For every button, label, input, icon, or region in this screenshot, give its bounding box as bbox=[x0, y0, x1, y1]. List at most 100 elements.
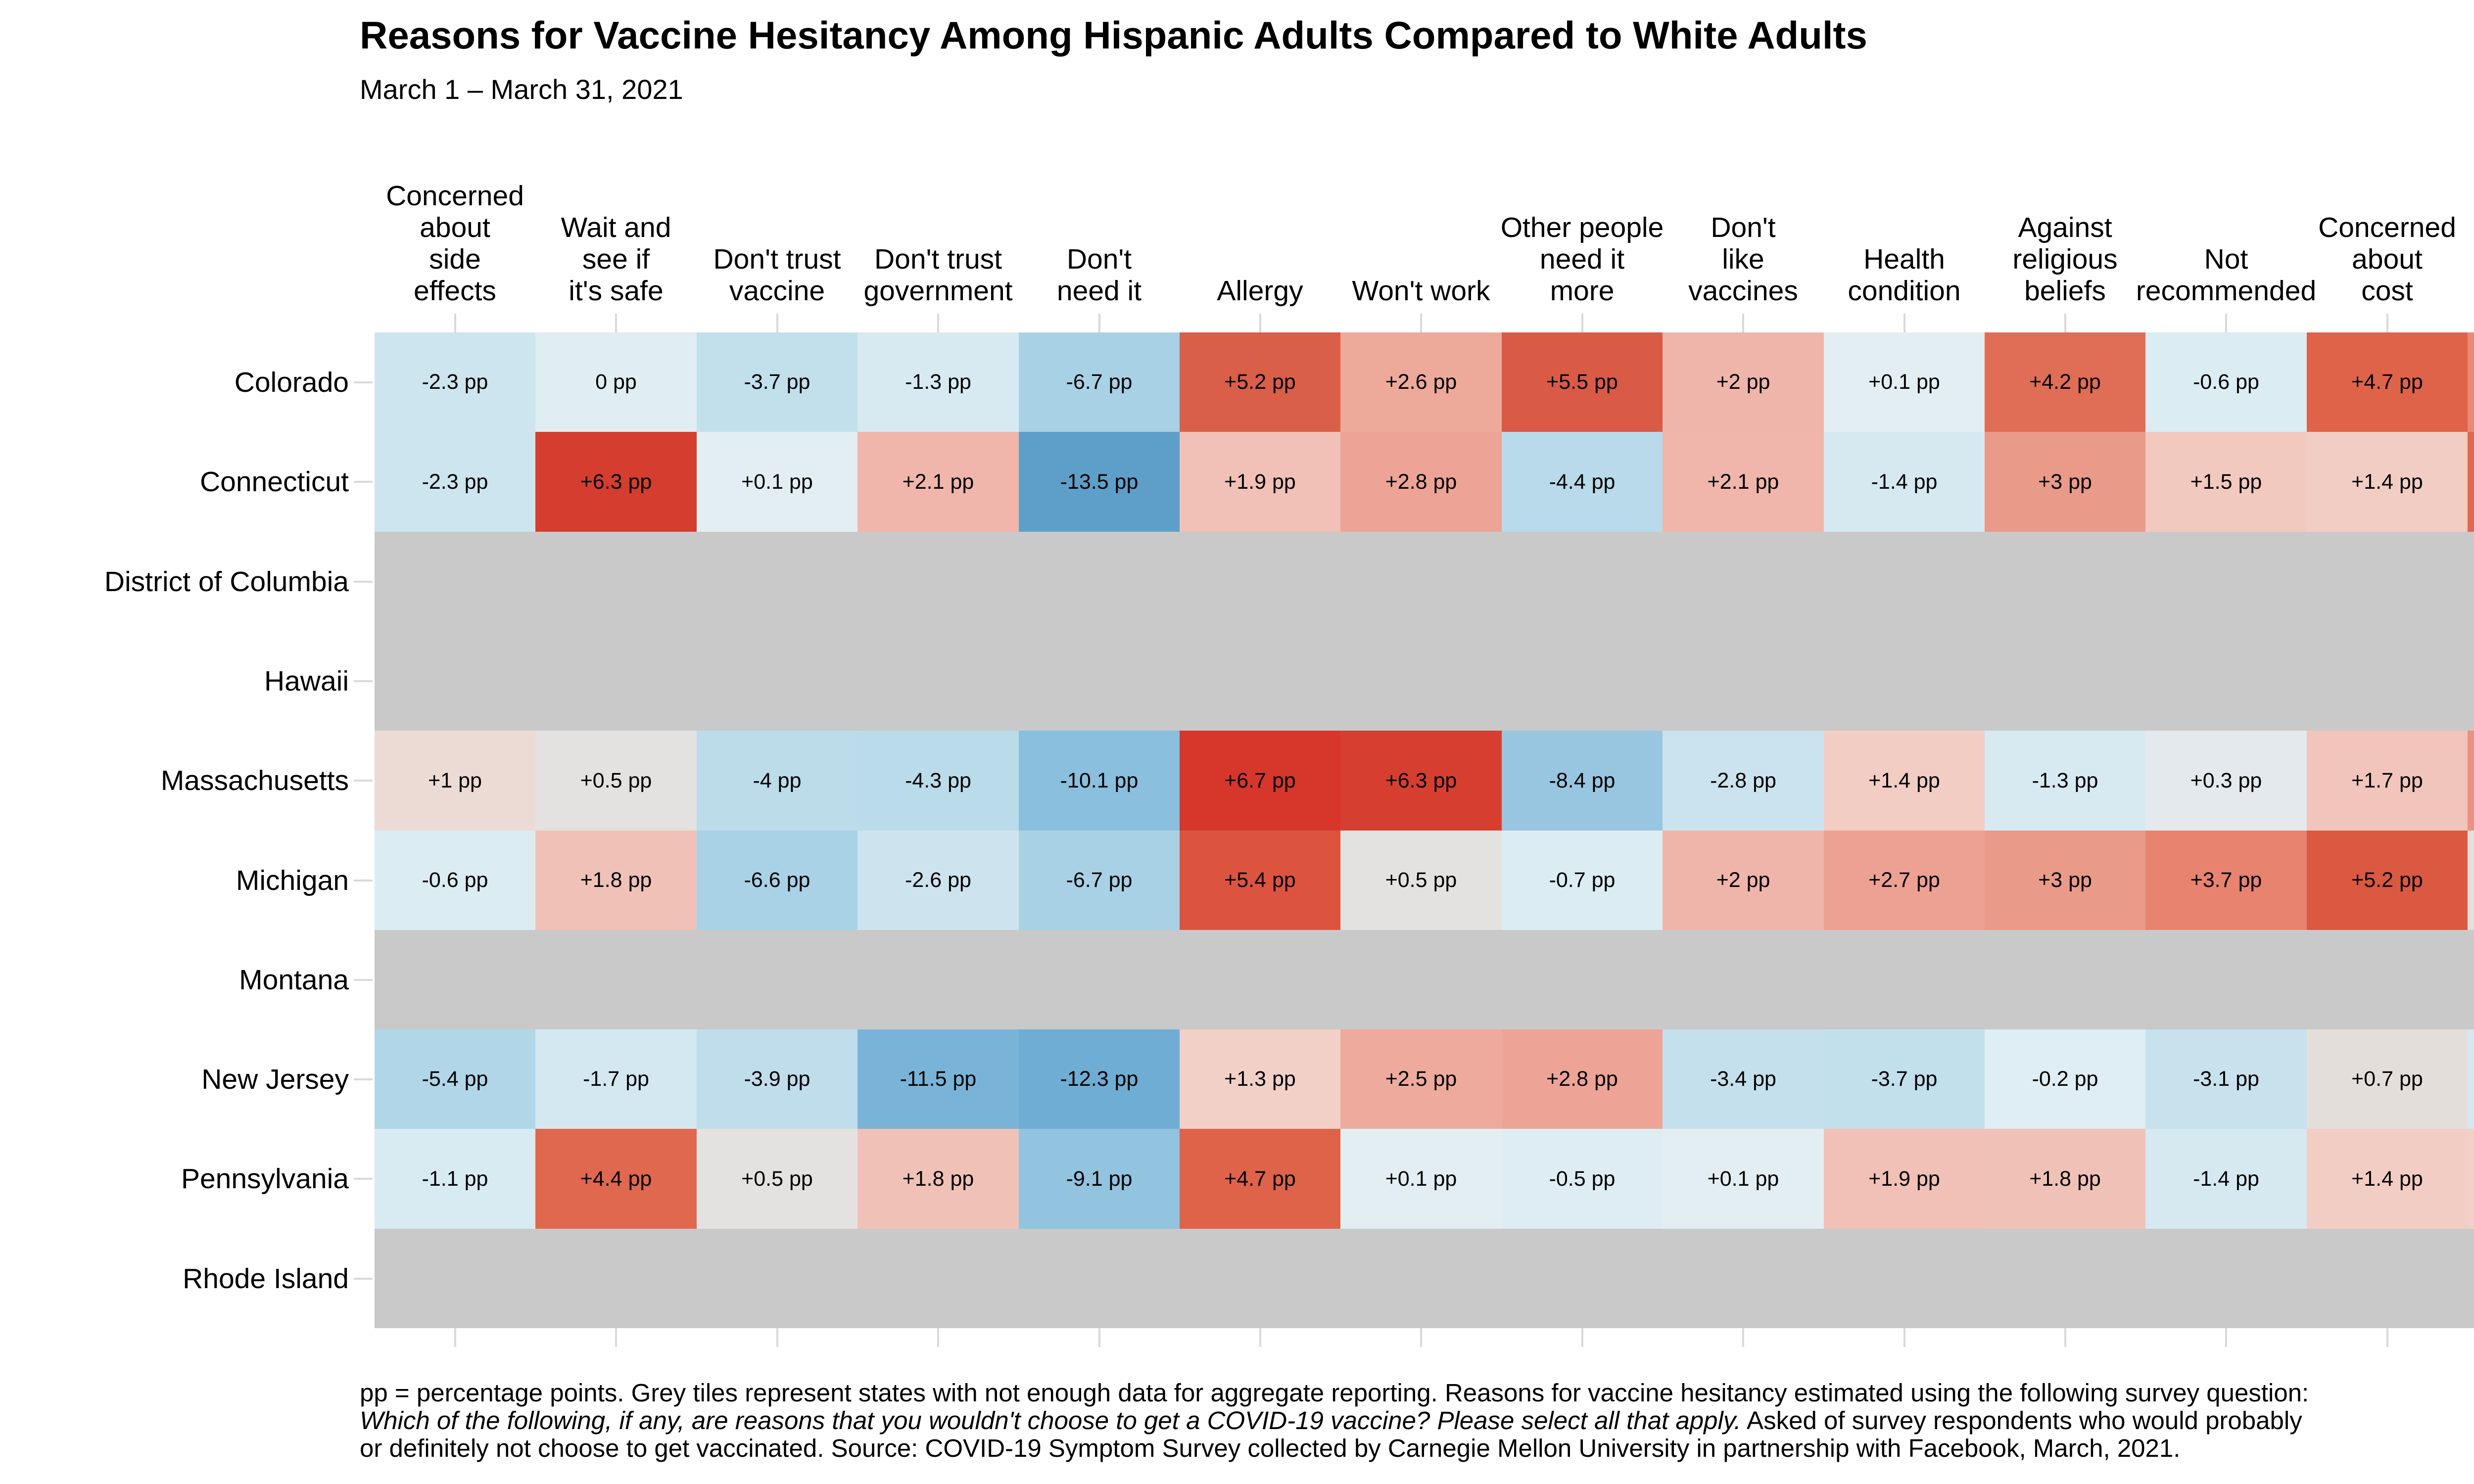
heatmap-cell: +0.3 pp bbox=[2145, 731, 2307, 831]
x-axis-tick-top bbox=[1581, 314, 1583, 332]
heatmap-cell: +1.8 pp bbox=[1985, 1129, 2145, 1229]
column-header: Don't trust vaccine bbox=[713, 243, 841, 307]
y-axis-tick-left bbox=[354, 978, 373, 981]
x-axis-tick-bottom bbox=[454, 1328, 456, 1347]
no-data-row bbox=[375, 1229, 2474, 1328]
heatmap-cell: +2.1 pp bbox=[1663, 432, 1824, 532]
x-axis-tick-bottom bbox=[1742, 1328, 1744, 1347]
heatmap-cell: +5.4 pp bbox=[1180, 831, 1340, 930]
heatmap-cell: +6.3 pp bbox=[1340, 731, 1502, 831]
x-axis-tick-top bbox=[1259, 314, 1261, 332]
no-data-row bbox=[375, 930, 2474, 1029]
heatmap-cell: -13.5 pp bbox=[1019, 432, 1180, 532]
heatmap-cell: -9.1 pp bbox=[1019, 1129, 1180, 1229]
heatmap-cell: -2.6 pp bbox=[857, 831, 1019, 930]
heatmap-cell: -1.7 pp bbox=[2468, 1029, 2474, 1129]
x-axis-tick-top bbox=[776, 314, 778, 332]
footnote-text: or definitely not choose to get vaccinat… bbox=[360, 1434, 2181, 1462]
footnote-line: or definitely not choose to get vaccinat… bbox=[360, 1435, 2309, 1462]
heatmap-cell: +3.7 pp bbox=[2145, 831, 2307, 930]
heatmap-cell: +4.2 pp bbox=[1985, 332, 2145, 432]
heatmap-cell: +6.7 pp bbox=[1180, 731, 1340, 831]
column-header: Not recommended bbox=[2136, 243, 2317, 307]
heatmap-cell: -1.3 pp bbox=[1985, 731, 2145, 831]
column-header: Against religious beliefs bbox=[2012, 212, 2118, 307]
column-header: Concerned about side effects bbox=[386, 180, 524, 307]
heatmap-cell: +0.1 pp bbox=[1340, 1129, 1502, 1229]
heatmap-cell: +1.8 pp bbox=[857, 1129, 1019, 1229]
heatmap-cell: -1.7 pp bbox=[535, 1029, 697, 1129]
heatmap-cell: -0.2 pp bbox=[1985, 1029, 2145, 1129]
heatmap-cell: +3 pp bbox=[1985, 432, 2145, 532]
x-axis-tick-bottom bbox=[1903, 1328, 1905, 1347]
heatmap-cell: -1.3 pp bbox=[857, 332, 1019, 432]
heatmap-cell: +1.8 pp bbox=[535, 831, 697, 930]
x-axis-tick-top bbox=[615, 314, 617, 332]
x-axis-tick-bottom bbox=[1098, 1328, 1100, 1347]
heatmap-cell: -2.3 pp bbox=[375, 332, 535, 432]
x-axis-tick-top bbox=[1742, 314, 1744, 332]
heatmap-cell: +1 pp bbox=[375, 731, 535, 831]
chart-subtitle: March 1 – March 31, 2021 bbox=[360, 74, 683, 105]
row-label-state: Michigan bbox=[236, 864, 349, 896]
row-label-state: Rhode Island bbox=[183, 1262, 349, 1295]
row-label-state: Colorado bbox=[234, 366, 349, 398]
column-header: Health condition bbox=[1848, 243, 1961, 307]
x-axis-tick-bottom bbox=[615, 1328, 617, 1347]
column-header: Don't need it bbox=[1056, 243, 1142, 307]
heatmap-cell: -4 pp bbox=[697, 731, 857, 831]
x-axis-tick-bottom bbox=[1259, 1328, 1261, 1347]
heatmap-cell: -6.7 pp bbox=[1019, 831, 1180, 930]
heatmap-cell: -2.3 pp bbox=[375, 432, 535, 532]
heatmap-cell: +0.5 pp bbox=[697, 1129, 857, 1229]
heatmap-cell: -10.1 pp bbox=[1019, 731, 1180, 831]
heatmap-cell: +1.7 pp bbox=[2307, 731, 2468, 831]
footnote-text: Asked of survey respondents who would pr… bbox=[1741, 1406, 2302, 1435]
heatmap-cell: +4.4 pp bbox=[535, 1129, 697, 1229]
x-axis-tick-top bbox=[1903, 314, 1905, 332]
heatmap-cell: +4.7 pp bbox=[2307, 332, 2468, 432]
heatmap-cell: +1.4 pp bbox=[1824, 731, 1985, 831]
row-label-state: Massachusetts bbox=[160, 765, 349, 796]
x-axis-tick-top bbox=[937, 314, 939, 332]
heatmap-cell: +0.7 pp bbox=[2307, 1029, 2468, 1129]
heatmap-cell: +5.2 pp bbox=[1180, 332, 1340, 432]
row-label-state: District of Columbia bbox=[104, 565, 349, 598]
heatmap-cell: -11.5 pp bbox=[857, 1029, 1019, 1129]
y-axis-tick-left bbox=[354, 1277, 373, 1280]
heatmap-cell: +5.5 pp bbox=[1502, 332, 1663, 432]
footnote-survey-question: Which of the following, if any, are reas… bbox=[360, 1406, 1741, 1435]
heatmap-cell: +2.5 pp bbox=[1340, 1029, 1502, 1129]
heatmap-cell: +0.1 pp bbox=[1663, 1129, 1824, 1229]
row-label-state: New Jersey bbox=[201, 1063, 349, 1095]
heatmap-cell: +2.8 pp bbox=[1502, 1029, 1663, 1129]
row-label-state: Hawaii bbox=[264, 665, 349, 697]
y-axis-tick-left bbox=[354, 1078, 373, 1080]
heatmap-cell: -0.5 pp bbox=[1502, 1129, 1663, 1229]
heatmap-cell: +4.4 pp bbox=[2468, 432, 2474, 532]
heatmap-cell: -3.7 pp bbox=[697, 332, 857, 432]
x-axis-tick-bottom bbox=[1420, 1328, 1422, 1347]
x-axis-tick-top bbox=[1420, 314, 1422, 332]
heatmap-cell: +1.3 pp bbox=[1180, 1029, 1340, 1129]
column-header: Don't trust government bbox=[863, 243, 1013, 307]
heatmap-cell: +1.4 pp bbox=[2307, 432, 2468, 532]
column-header: Pregnancy bbox=[2350, 275, 2474, 307]
heatmap-cell: -6.6 pp bbox=[697, 831, 857, 930]
heatmap-cell: -3.4 pp bbox=[1663, 1029, 1824, 1129]
heatmap-cell: -2.8 pp bbox=[1663, 731, 1824, 831]
heatmap-cell: +5.2 pp bbox=[2307, 831, 2468, 930]
heatmap-cell: +2 pp bbox=[1663, 332, 1824, 432]
footnote-line: pp = percentage points. Grey tiles repre… bbox=[360, 1379, 2309, 1407]
heatmap-cell: -6.7 pp bbox=[1019, 332, 1180, 432]
x-axis-tick-bottom bbox=[937, 1328, 939, 1347]
x-axis-tick-bottom bbox=[2225, 1328, 2227, 1347]
chart-title: Reasons for Vaccine Hesitancy Among Hisp… bbox=[360, 13, 1867, 57]
heatmap-cell: -0.6 pp bbox=[2145, 332, 2307, 432]
heatmap-cell: +2.8 pp bbox=[1340, 432, 1502, 532]
row-label-state: Connecticut bbox=[199, 466, 349, 498]
x-axis-tick-bottom bbox=[1581, 1328, 1583, 1347]
heatmap-cell: +6.3 pp bbox=[535, 432, 697, 532]
heatmap-cell: -4.4 pp bbox=[1502, 432, 1663, 532]
